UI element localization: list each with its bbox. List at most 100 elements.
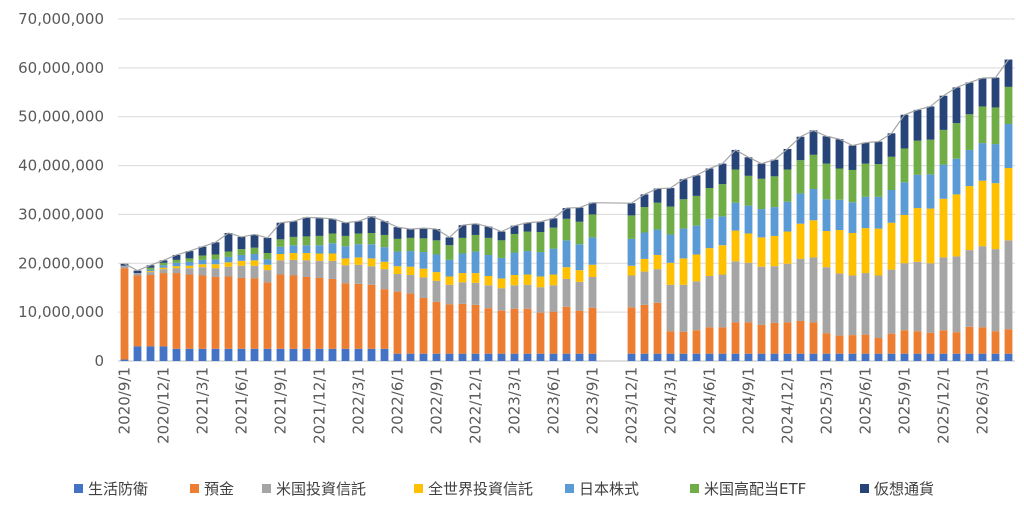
bar-segment-4: [900, 182, 909, 215]
bar-segment-6: [510, 225, 519, 234]
bar-segment-3: [653, 254, 662, 270]
bar-segment-0: [172, 348, 181, 361]
bar-segment-3: [692, 254, 701, 282]
bar-segment-0: [731, 353, 740, 361]
bar-segment-0: [822, 353, 831, 361]
bar-segment-5: [978, 106, 987, 144]
bar-segment-2: [913, 261, 922, 332]
bar-segment-1: [757, 324, 766, 354]
bar-segment-6: [432, 229, 441, 241]
legend-swatch: [262, 484, 271, 493]
bar-segment-2: [575, 281, 584, 311]
bar-segment-1: [497, 310, 506, 354]
bar-segment-5: [822, 163, 831, 200]
bar-segment-3: [926, 208, 935, 264]
bar-segment-0: [185, 348, 194, 361]
bar-segment-3: [783, 231, 792, 264]
x-tick-label: 2024/6/1: [701, 367, 719, 434]
x-tick-label: 2023/9/1: [584, 367, 602, 434]
bar-segment-6: [770, 159, 779, 177]
bar-segment-2: [445, 284, 454, 305]
bar-segment-1: [445, 304, 454, 354]
bar-segment-3: [224, 262, 233, 267]
bar-segment-5: [731, 169, 740, 203]
bar-segment-3: [458, 273, 467, 283]
bar-segment-3: [666, 262, 675, 285]
bar-segment-1: [913, 331, 922, 354]
bar-segment-2: [653, 269, 662, 303]
bar-segment-6: [146, 265, 155, 268]
bar-segment-2: [211, 268, 220, 277]
bar-segment-6: [341, 222, 350, 236]
bar-segment-6: [380, 221, 389, 235]
bar-segment-0: [523, 353, 532, 361]
x-tick-label: 2021/9/1: [272, 367, 290, 434]
bar-segment-2: [822, 267, 831, 334]
bar-segment-6: [406, 229, 415, 238]
bar-segment-3: [913, 208, 922, 262]
bar-segment-4: [471, 251, 480, 274]
bar-segment-3: [588, 264, 597, 277]
bar-segment-3: [289, 253, 298, 260]
bar-segment-5: [432, 240, 441, 255]
bar-segment-6: [952, 87, 961, 124]
bar-segment-4: [640, 232, 649, 259]
bar-segment-3: [861, 228, 870, 274]
bar-segment-0: [536, 353, 545, 361]
bar-segment-6: [783, 148, 792, 170]
bar-segment-1: [627, 307, 636, 354]
x-tick-label: 2023/6/1: [545, 367, 563, 434]
bar-segment-1: [549, 311, 558, 354]
bar-segment-6: [445, 237, 454, 246]
bar-segment-2: [432, 280, 441, 302]
bar-segment-1: [575, 310, 584, 354]
bar-segment-2: [991, 249, 1000, 332]
bar-segment-0: [627, 353, 636, 361]
bar-segment-0: [939, 353, 948, 361]
bar-segment-4: [952, 158, 961, 195]
legend-swatch: [414, 484, 423, 493]
bar-segment-4: [523, 251, 532, 275]
bar-segment-0: [211, 348, 220, 361]
bar-segment-4: [484, 254, 493, 276]
bar-segment-4: [198, 259, 207, 265]
x-tick-label: 2021/3/1: [194, 367, 212, 434]
bar-segment-3: [315, 253, 324, 261]
bar-segment-1: [380, 289, 389, 349]
bar-segment-6: [900, 114, 909, 149]
bar-segment-5: [510, 233, 519, 253]
bar-segment-3: [809, 220, 818, 258]
bar-segment-2: [848, 275, 857, 336]
bar-segment-0: [445, 353, 454, 361]
bar-segment-6: [913, 109, 922, 141]
bar-segment-6: [861, 142, 870, 164]
bar-segment-2: [458, 282, 467, 304]
bar-segment-2: [562, 278, 571, 307]
bar-segment-3: [276, 254, 285, 261]
bar-segment-6: [575, 207, 584, 222]
bar-segment-3: [328, 253, 337, 261]
bar-segment-5: [874, 164, 883, 197]
bar-segment-6: [159, 260, 168, 263]
bar-segment-3: [640, 258, 649, 272]
bar-segment-4: [185, 261, 194, 266]
bar-segment-4: [393, 251, 402, 267]
bar-segment-2: [393, 274, 402, 292]
bar-segment-0: [952, 353, 961, 361]
bar-segment-3: [562, 267, 571, 279]
bar-segment-3: [367, 258, 376, 267]
bar-segment-4: [263, 259, 272, 265]
bar-segment-1: [276, 274, 285, 349]
bar-segment-2: [874, 275, 883, 339]
bar-segment-0: [237, 348, 246, 361]
bar-segment-2: [835, 273, 844, 336]
bar-segment-1: [354, 283, 363, 349]
bar-segment-4: [887, 190, 896, 223]
bar-segment-3: [822, 231, 831, 268]
bar-segment-0: [302, 348, 311, 361]
bar-segment-5: [783, 169, 792, 202]
bar-segment-2: [276, 260, 285, 275]
bar-segment-1: [393, 291, 402, 354]
legend-label: 預金: [204, 480, 234, 498]
bar-segment-2: [627, 275, 636, 308]
